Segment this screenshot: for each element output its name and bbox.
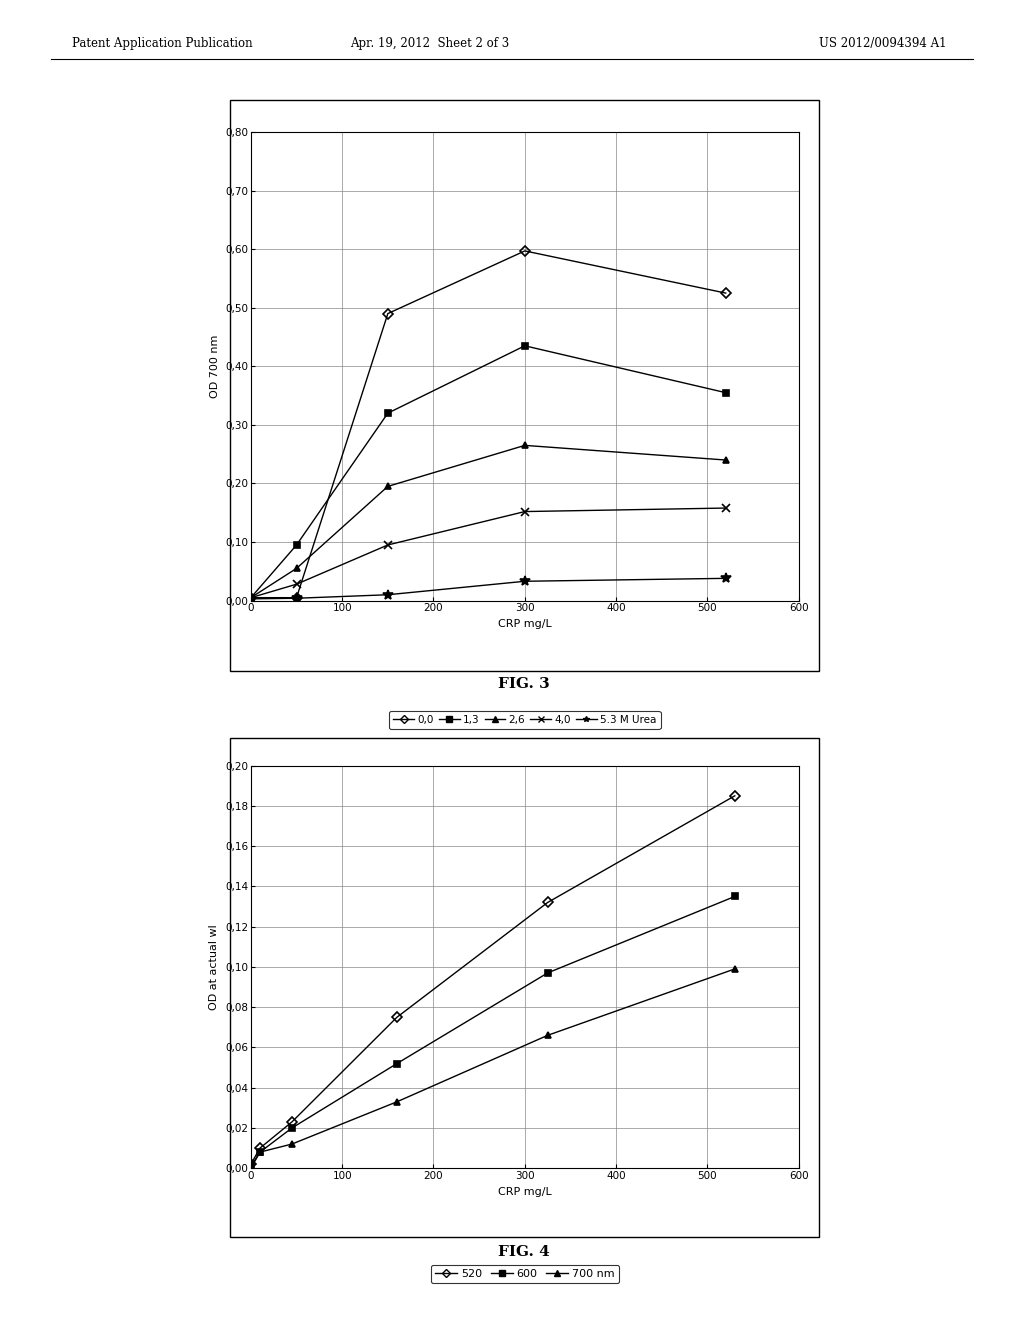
Text: FIG. 4: FIG. 4 — [499, 1245, 550, 1259]
Y-axis label: OD 700 nm: OD 700 nm — [210, 334, 219, 399]
Text: US 2012/0094394 A1: US 2012/0094394 A1 — [819, 37, 947, 50]
X-axis label: CRP mg/L: CRP mg/L — [498, 619, 552, 628]
Text: Apr. 19, 2012  Sheet 2 of 3: Apr. 19, 2012 Sheet 2 of 3 — [350, 37, 510, 50]
Y-axis label: OD at actual wl: OD at actual wl — [210, 924, 219, 1010]
Text: Patent Application Publication: Patent Application Publication — [72, 37, 252, 50]
Text: FIG. 3: FIG. 3 — [499, 677, 550, 692]
X-axis label: CRP mg/L: CRP mg/L — [498, 1187, 552, 1196]
Legend: 520, 600, 700 nm: 520, 600, 700 nm — [431, 1265, 618, 1283]
Legend: 0,0, 1,3, 2,6, 4,0, 5.3 M Urea: 0,0, 1,3, 2,6, 4,0, 5.3 M Urea — [389, 710, 660, 729]
